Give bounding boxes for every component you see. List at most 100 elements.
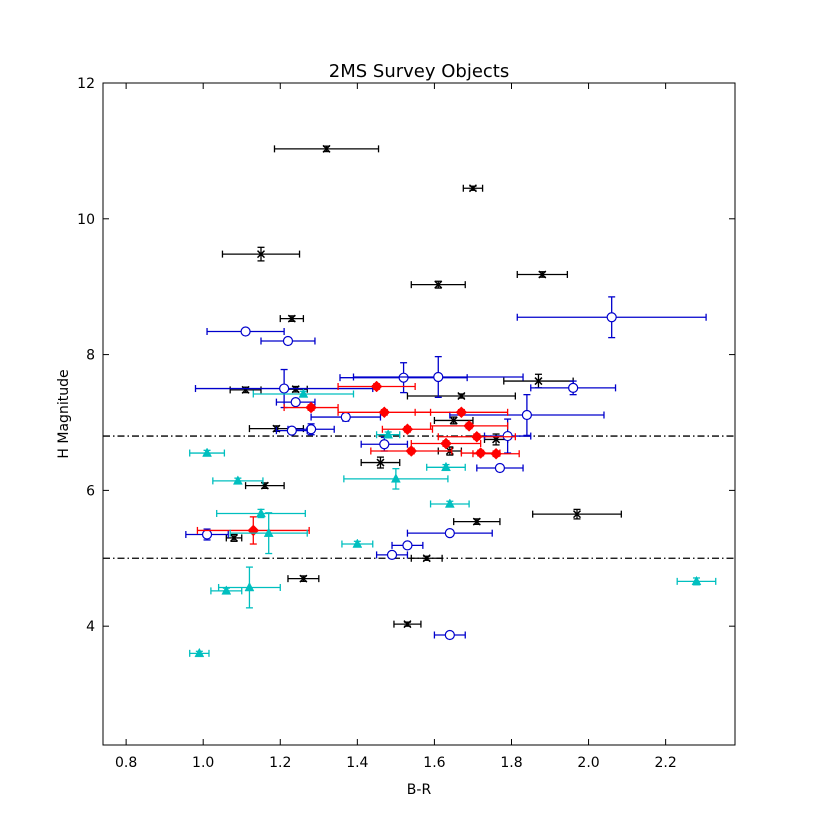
data-point xyxy=(375,549,409,560)
series-black-x xyxy=(221,144,622,629)
data-point xyxy=(206,326,285,337)
triangle-marker xyxy=(352,538,363,548)
data-point xyxy=(229,512,308,555)
data-point xyxy=(360,456,401,469)
data-point xyxy=(310,411,382,423)
x-marker xyxy=(534,377,543,386)
data-point xyxy=(210,585,243,595)
data-point xyxy=(406,528,493,539)
circle-marker xyxy=(286,425,297,436)
triangle-marker xyxy=(691,575,702,586)
circle-marker xyxy=(606,312,617,323)
circle-marker xyxy=(379,439,390,450)
x-tick-label: 1.2 xyxy=(269,755,291,771)
x-marker xyxy=(229,533,239,542)
data-point xyxy=(221,246,301,262)
x-tick-label: 0.8 xyxy=(115,755,137,771)
data-point xyxy=(406,391,516,401)
axes: 0.8 1.0 1.2 1.4 1.6 1.8 2.0 2.2 4 6 8 10 12 xyxy=(77,76,735,771)
circle-marker xyxy=(290,397,301,408)
diamond-marker xyxy=(378,406,391,419)
data-point xyxy=(453,517,501,526)
y-tick-label: 4 xyxy=(86,619,95,635)
x-marker xyxy=(434,280,443,289)
data-point xyxy=(449,393,605,437)
diamond-marker xyxy=(305,401,317,414)
data-point xyxy=(337,380,416,393)
plot-frame xyxy=(102,82,736,746)
data-point xyxy=(460,447,501,459)
data-point xyxy=(426,461,466,472)
x-tick-label: 1.0 xyxy=(192,755,214,771)
x-marker xyxy=(422,554,431,563)
data-point xyxy=(516,296,707,339)
data-point xyxy=(393,620,422,629)
x-axis-label: B-R xyxy=(407,782,432,798)
diamond-marker xyxy=(405,445,418,457)
data-point xyxy=(391,540,424,551)
x-marker xyxy=(449,416,458,425)
data-point xyxy=(341,538,374,548)
triangle-marker xyxy=(444,498,455,508)
data-point xyxy=(381,423,434,436)
data-point xyxy=(343,468,449,490)
triangle-marker xyxy=(390,473,401,483)
data-point xyxy=(287,574,320,583)
circle-marker xyxy=(402,540,413,551)
data-point xyxy=(433,629,466,641)
circle-marker xyxy=(521,409,533,421)
data-point xyxy=(275,397,316,408)
data-point xyxy=(429,420,509,432)
data-point xyxy=(410,554,443,563)
data-point xyxy=(185,528,229,541)
data-point xyxy=(189,647,210,658)
x-marker xyxy=(322,144,331,153)
x-tick-label: 1.8 xyxy=(500,755,522,771)
diamond-marker xyxy=(370,380,383,393)
data-point xyxy=(516,270,569,279)
x-marker xyxy=(291,385,300,394)
diamond-marker xyxy=(463,420,475,432)
data-point xyxy=(410,280,466,289)
data-point xyxy=(472,447,520,460)
x-tick-label: 2.0 xyxy=(577,755,599,771)
data-point xyxy=(339,362,468,394)
data-point xyxy=(217,566,281,609)
data-point xyxy=(476,462,524,474)
circle-marker xyxy=(386,549,398,560)
data-point xyxy=(229,385,262,394)
circle-marker xyxy=(398,372,409,383)
x-marker xyxy=(241,385,250,394)
data-point xyxy=(279,314,305,323)
data-point xyxy=(352,355,524,399)
series-red-diamond xyxy=(196,380,520,545)
data-point xyxy=(252,388,355,398)
triangle-marker xyxy=(221,585,232,595)
y-axis-label: H Magnitude xyxy=(56,369,72,458)
triangle-marker xyxy=(263,527,274,537)
triangle-marker xyxy=(244,581,255,592)
circle-marker xyxy=(494,462,506,474)
circle-marker xyxy=(340,411,351,423)
circle-marker xyxy=(201,529,213,540)
chart-title: 2MS Survey Objects xyxy=(329,61,509,82)
circle-marker xyxy=(444,528,455,539)
circle-marker xyxy=(502,430,513,442)
data-point xyxy=(375,429,401,439)
triangle-marker xyxy=(194,647,205,658)
triangle-marker xyxy=(298,388,309,398)
x-marker xyxy=(287,314,296,323)
circle-marker xyxy=(279,383,290,394)
circle-marker xyxy=(282,335,294,347)
x-marker xyxy=(572,510,582,519)
x-marker xyxy=(457,391,466,401)
data-point xyxy=(503,373,574,389)
diamond-marker xyxy=(440,437,452,450)
triangle-marker xyxy=(202,447,212,457)
data-point xyxy=(216,507,306,519)
data-point xyxy=(462,184,484,193)
triangle-marker xyxy=(383,429,394,439)
x-marker xyxy=(299,574,308,583)
series-cyan-triangle xyxy=(189,388,717,658)
